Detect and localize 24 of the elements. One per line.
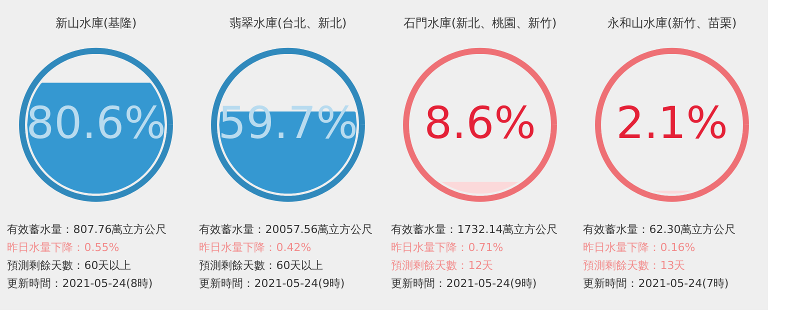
text: 預測剩餘天數：60天以上 [7,258,132,272]
text: 更新時間：2021-05-24(8時) [7,276,153,290]
data-label: 80.6% [26,98,166,149]
text: 昨日水量下降：0.55% [7,240,120,254]
text: 有效蓄水量：1732.14萬立方公尺 [391,222,558,236]
text: 有效蓄水量：62.30萬立方公尺 [583,222,736,236]
text: 有效蓄水量：20057.56萬立方公尺 [199,222,373,236]
text: 新山水庫(基隆) [55,16,137,30]
text: 更新時間：2021-05-24(7時) [583,276,729,290]
text: 翡翠水庫(台北、新北) [229,16,347,30]
text: 預測剩餘天數：12天 [391,258,494,272]
text: 有效蓄水量：807.76萬立方公尺 [7,222,167,236]
text: 昨日水量下降：0.71% [391,240,504,254]
text: 預測剩餘天數：13天 [583,258,686,272]
text: 石門水庫(新北、桃園、新竹) [403,16,557,30]
text: 更新時間：2021-05-24(9時) [391,276,537,290]
data-label: 2.1% [616,98,728,149]
text: 永和山水庫(新竹、苗栗) [607,16,737,30]
text: 更新時間：2021-05-24(9時) [199,276,345,290]
data-label: 59.7% [218,98,358,149]
text: 預測剩餘天數：60天以上 [199,258,324,272]
text: 昨日水量下降：0.42% [199,240,312,254]
data-label: 8.6% [424,98,536,149]
text: 昨日水量下降：0.16% [583,240,696,254]
